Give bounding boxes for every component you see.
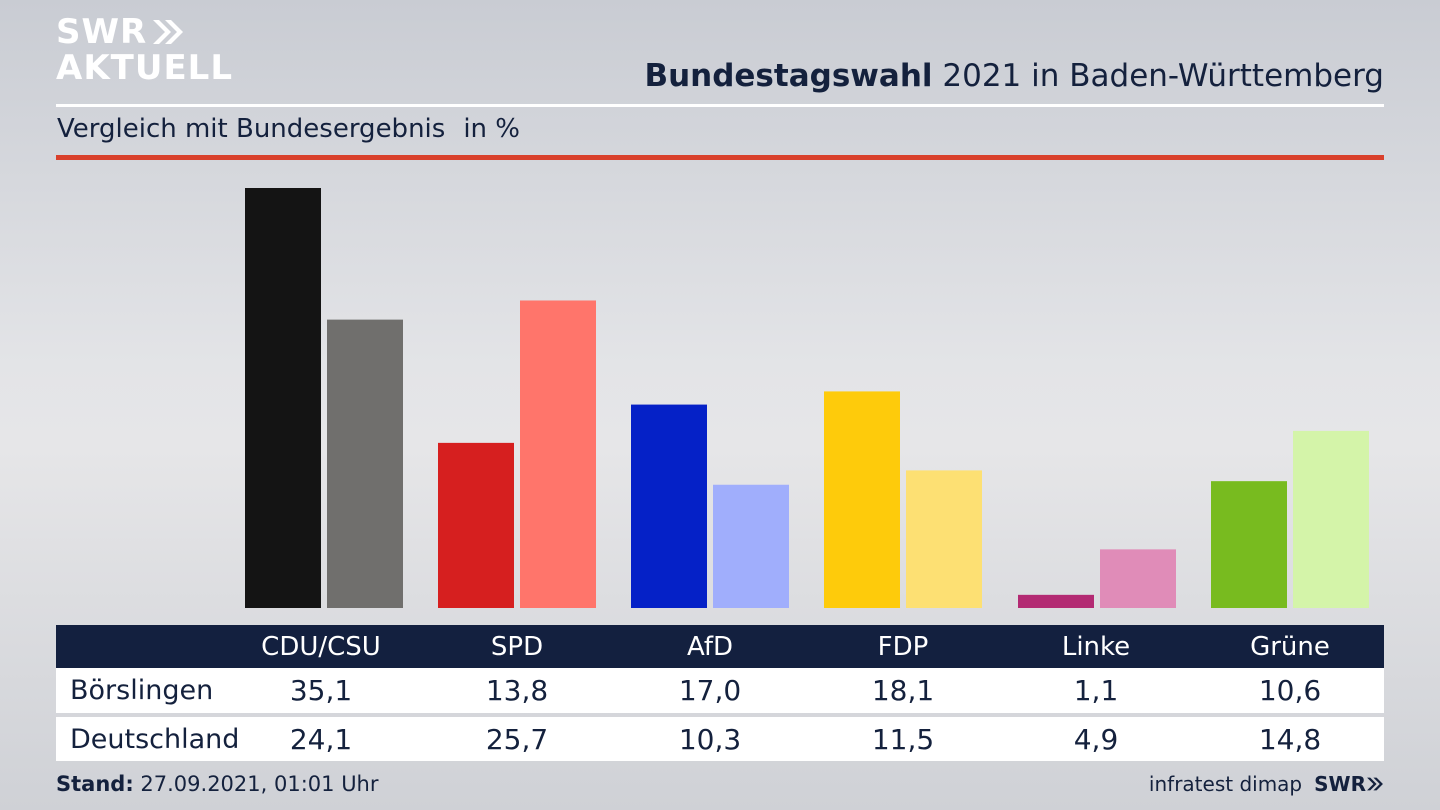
bar-spd-deutschland <box>520 300 596 608</box>
source-text: infratest dimap <box>1148 772 1303 796</box>
row-label: Deutschland <box>70 723 240 755</box>
bar-fdp-b-rslingen <box>824 391 900 608</box>
table-cell: 11,5 <box>871 722 935 756</box>
bar-afd-b-rslingen <box>631 404 707 608</box>
swr-aktuell-logo: SWR AKTUELL <box>56 14 233 86</box>
double-chevron-icon <box>153 20 184 44</box>
column-header: FDP <box>877 631 929 662</box>
bar-cdu-csu-b-rslingen <box>245 188 321 608</box>
column-header: CDU/CSU <box>261 631 381 662</box>
results-table: CDU/CSU SPD AfD FDP Linke Grüne Börslingen 35… <box>56 625 1384 761</box>
column-header: Linke <box>1061 631 1131 662</box>
title-rest: 2021 in Baden-Württemberg <box>942 58 1384 94</box>
table-cell: 13,8 <box>485 674 549 707</box>
brand-text: SWR <box>1314 772 1366 796</box>
stand-value: 27.09.2021, 01:01 Uhr <box>140 772 379 796</box>
title-divider <box>56 104 1384 107</box>
table-cell: 18,1 <box>871 674 935 707</box>
table-cell: 24,1 <box>289 722 353 756</box>
table-cell: 4,9 <box>1073 722 1119 756</box>
bar-spd-b-rslingen <box>438 442 514 608</box>
table-cell: 17,0 <box>678 674 742 707</box>
table-row-boerslingen: Börslingen 35,1 13,8 17,0 18,1 1,1 10,6 <box>56 668 1384 713</box>
table-header: CDU/CSU SPD AfD FDP Linke Grüne <box>56 625 1384 668</box>
bar-gr-ne-b-rslingen <box>1211 481 1287 608</box>
stand-label: Stand: <box>56 772 134 796</box>
column-header: SPD <box>490 631 544 662</box>
bar-fdp-deutschland <box>906 470 982 608</box>
chart-subtitle: Vergleich mit Bundesergebnis in % <box>57 114 520 144</box>
bar-cdu-csu-deutschland <box>327 319 403 608</box>
bar-afd-deutschland <box>713 484 789 608</box>
bar-chart <box>245 188 1369 608</box>
double-chevron-icon <box>1367 777 1383 791</box>
column-header: Grüne <box>1250 631 1330 662</box>
subtitle-divider <box>56 155 1384 160</box>
bar-linke-b-rslingen <box>1018 594 1094 608</box>
swr-brand: SWR <box>1314 772 1384 796</box>
table-cell: 1,1 <box>1073 674 1119 707</box>
table-cell: 35,1 <box>289 674 353 707</box>
table-cell: 14,8 <box>1258 722 1322 756</box>
table-row-deutschland: Deutschland 24,1 25,7 10,3 11,5 4,9 14,8 <box>56 717 1384 761</box>
source-credit: infratest dimap SWR <box>1149 772 1384 796</box>
logo-swr-text: SWR <box>56 12 148 52</box>
subtitle-text: Vergleich mit Bundesergebnis <box>57 114 446 144</box>
column-header: AfD <box>686 631 734 662</box>
row-label: Börslingen <box>70 675 214 706</box>
table-cell: 10,6 <box>1258 674 1322 707</box>
bar-linke-deutschland <box>1100 549 1176 608</box>
table-cell: 25,7 <box>485 722 549 756</box>
unit-label: in % <box>463 114 520 144</box>
page-title: Bundestagswahl 2021 in Baden-Württemberg <box>644 58 1384 94</box>
bar-gr-ne-deutschland <box>1293 430 1369 608</box>
table-cell: 10,3 <box>678 722 742 756</box>
logo-aktuell-text: AKTUELL <box>56 48 234 88</box>
title-bold: Bundestagswahl <box>644 58 933 94</box>
timestamp: Stand: 27.09.2021, 01:01 Uhr <box>56 772 379 796</box>
